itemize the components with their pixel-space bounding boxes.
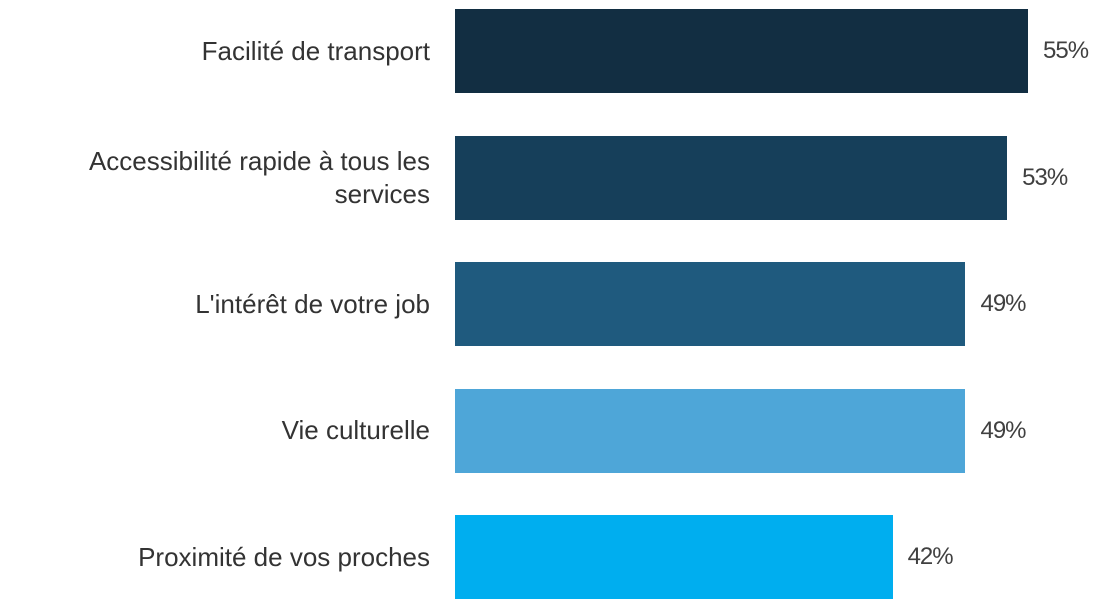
value-label: 49%: [980, 290, 1026, 318]
category-label: Facilité de transport: [201, 35, 430, 66]
value-label: 49%: [980, 416, 1026, 444]
category-label: L'intérêt de votre job: [195, 288, 430, 319]
value-label: 42%: [907, 543, 954, 571]
category-label: Accessibilité rapide à tous les services: [88, 145, 430, 209]
category-label: Proximité de vos proches: [138, 541, 430, 572]
value-label: 55%: [1043, 37, 1089, 64]
bar: [455, 262, 966, 347]
bar: [455, 9, 1028, 93]
bar: [455, 135, 1008, 220]
value-label: 53%: [1022, 163, 1068, 191]
bar: [455, 388, 966, 473]
bar: [455, 515, 893, 599]
category-label: Vie culturelle: [281, 415, 430, 446]
